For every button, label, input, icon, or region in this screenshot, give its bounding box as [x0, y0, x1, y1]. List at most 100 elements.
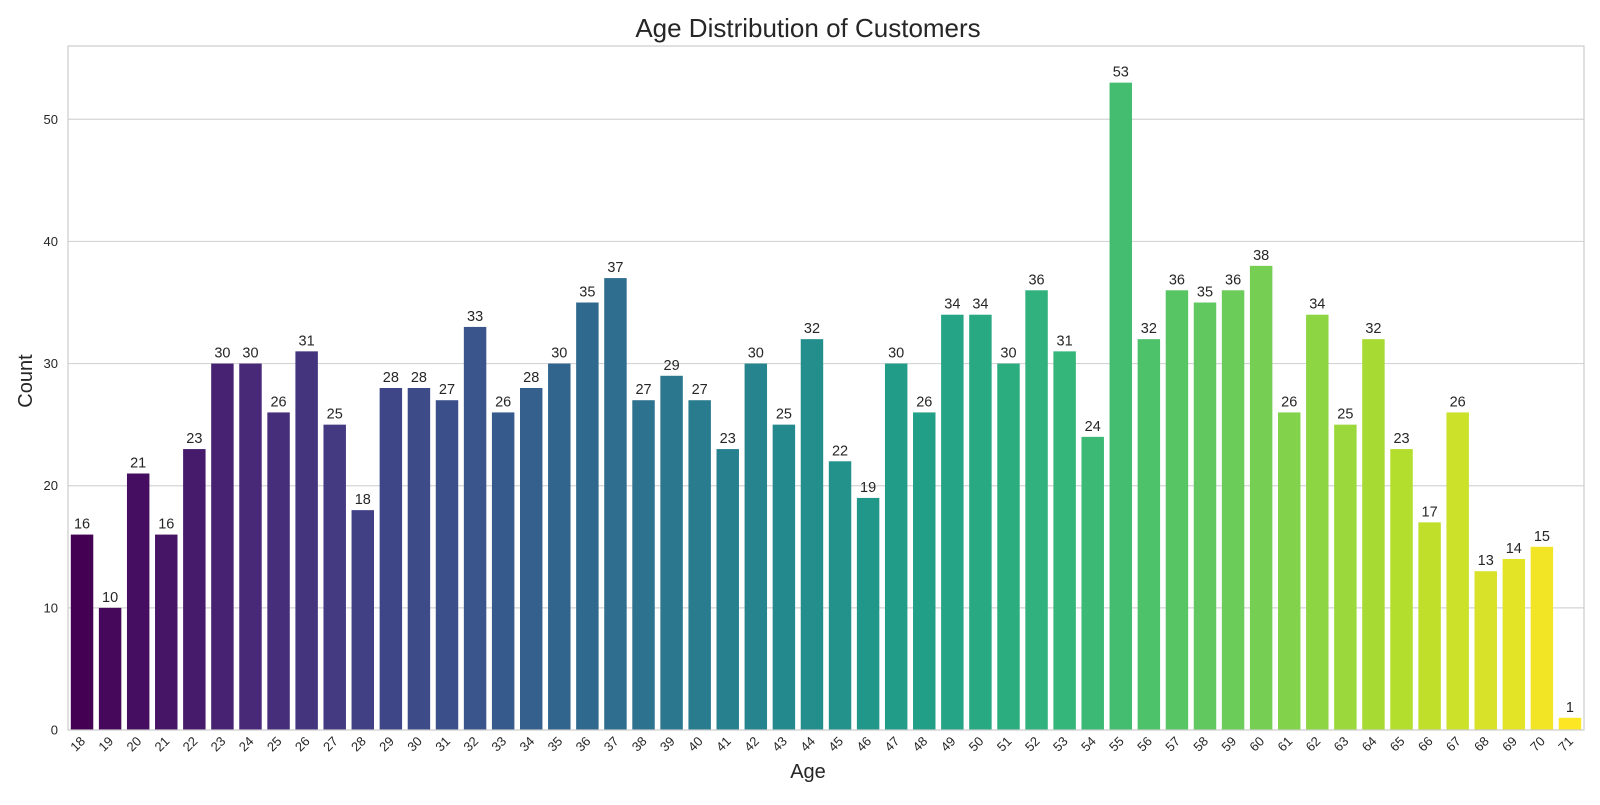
bars — [70, 82, 1582, 730]
bar-age-66 — [1418, 522, 1441, 730]
bar-value-label: 16 — [74, 517, 90, 533]
x-tick-label: 61 — [1275, 734, 1296, 755]
bar-value-label: 13 — [1478, 553, 1494, 569]
x-tick-label: 65 — [1387, 734, 1408, 755]
x-tick-label: 60 — [1246, 734, 1267, 755]
bar-value-label: 27 — [635, 382, 651, 398]
bar-value-label: 29 — [664, 358, 680, 374]
bar-age-20 — [126, 473, 150, 730]
x-tick-label: 69 — [1499, 734, 1520, 755]
bar-age-50 — [969, 314, 992, 730]
x-tick-label: 37 — [601, 734, 622, 755]
plot-frame — [67, 45, 1585, 731]
bar-value-label: 30 — [242, 346, 258, 362]
bar-age-56 — [1137, 339, 1161, 730]
x-tick-label: 48 — [910, 734, 931, 755]
x-tick-label: 24 — [236, 734, 257, 755]
x-tick-label: 41 — [713, 734, 734, 755]
bar-age-19 — [98, 607, 122, 730]
x-tick-label: 33 — [488, 734, 509, 755]
y-tick-label: 10 — [44, 600, 58, 615]
x-tick-label: 31 — [432, 734, 453, 755]
bar-age-48 — [913, 412, 936, 730]
bar-age-55 — [1109, 82, 1133, 730]
bar-age-23 — [211, 363, 234, 730]
bar-value-label: 37 — [607, 260, 623, 276]
bar-value-label: 38 — [1253, 248, 1269, 264]
y-tick-label: 30 — [44, 356, 58, 371]
x-tick-label: 20 — [123, 734, 144, 755]
bar-age-61 — [1277, 412, 1301, 730]
bar-age-68 — [1474, 571, 1497, 730]
x-tick-label: 42 — [741, 734, 762, 755]
x-tick-label: 19 — [95, 734, 116, 755]
bar-age-62 — [1306, 314, 1329, 730]
bar-value-label: 53 — [1113, 65, 1129, 81]
x-tick-label: 68 — [1471, 734, 1492, 755]
bar-age-27 — [323, 424, 346, 730]
x-tick-labels: 18 19 20 21 22 23 24 25 26 27 28 29 30 31 32 33 34 35 36 37… — [67, 734, 1576, 755]
x-tick-label: 49 — [938, 734, 959, 755]
y-tick-labels: 0 10 20 30 40 50 — [44, 112, 58, 738]
x-tick-label: 58 — [1190, 734, 1211, 755]
bar-value-label: 23 — [186, 431, 202, 447]
bar-value-label: 26 — [1281, 394, 1297, 410]
bar-age-22 — [183, 449, 206, 730]
bar-value-label: 23 — [1393, 431, 1409, 447]
y-tick-label: 50 — [44, 112, 58, 127]
gridlines — [68, 118, 1584, 609]
x-tick-label: 26 — [292, 734, 313, 755]
bar-age-51 — [997, 363, 1020, 730]
x-tick-label: 29 — [376, 734, 397, 755]
bar-age-44 — [800, 339, 824, 730]
bar-value-label: 21 — [130, 456, 146, 472]
x-tick-label: 64 — [1359, 734, 1380, 755]
bar-value-label: 30 — [1000, 346, 1016, 362]
bar-value-label: 32 — [804, 321, 820, 337]
bar-value-label: 30 — [551, 346, 567, 362]
bar-age-33 — [491, 412, 515, 730]
bar-age-26 — [295, 351, 318, 730]
bar-value-label: 16 — [158, 517, 174, 533]
bar-age-49 — [941, 314, 964, 730]
x-tick-label: 52 — [1022, 734, 1043, 755]
bar-value-label: 28 — [411, 370, 427, 386]
bar-value-label: 34 — [1309, 297, 1325, 313]
bar-age-21 — [155, 534, 178, 730]
bar-age-69 — [1502, 559, 1526, 730]
x-tick-label: 63 — [1331, 734, 1352, 755]
x-tick-label: 67 — [1443, 734, 1464, 755]
bar-age-24 — [239, 363, 262, 730]
data-labels: 16 10 21 16 23 30 30 26 31 25 18 28 28 27 33 26 28 30 35 37… — [74, 65, 1574, 716]
bar-age-59 — [1221, 290, 1245, 730]
bar-age-57 — [1165, 290, 1189, 730]
x-tick-label: 66 — [1415, 734, 1436, 755]
bar-age-32 — [463, 326, 487, 730]
bar-value-label: 27 — [692, 382, 708, 398]
x-tick-label: 51 — [994, 734, 1015, 755]
bar-age-47 — [884, 363, 908, 730]
bar-age-30 — [407, 388, 431, 730]
x-tick-label: 43 — [769, 734, 790, 755]
x-tick-label: 57 — [1162, 734, 1183, 755]
y-tick-label: 0 — [51, 723, 58, 738]
x-tick-label: 47 — [881, 734, 902, 755]
bar-age-67 — [1446, 412, 1469, 730]
bar-value-label: 17 — [1422, 504, 1438, 520]
bar-value-label: 32 — [1141, 321, 1157, 337]
bar-age-60 — [1249, 265, 1273, 730]
bar-age-63 — [1334, 424, 1357, 730]
x-tick-label: 54 — [1078, 734, 1099, 755]
x-tick-label: 34 — [517, 734, 538, 755]
bar-age-28 — [351, 510, 375, 730]
x-tick-label: 53 — [1050, 734, 1071, 755]
bar-age-40 — [688, 400, 711, 730]
x-tick-label: 44 — [797, 734, 818, 755]
x-tick-label: 46 — [853, 734, 874, 755]
bar-value-label: 26 — [1450, 394, 1466, 410]
bar-age-39 — [660, 375, 683, 730]
bar-age-41 — [716, 449, 739, 730]
bar-value-label: 36 — [1169, 272, 1185, 288]
x-tick-label: 28 — [348, 734, 369, 755]
x-tick-label: 55 — [1106, 734, 1127, 755]
